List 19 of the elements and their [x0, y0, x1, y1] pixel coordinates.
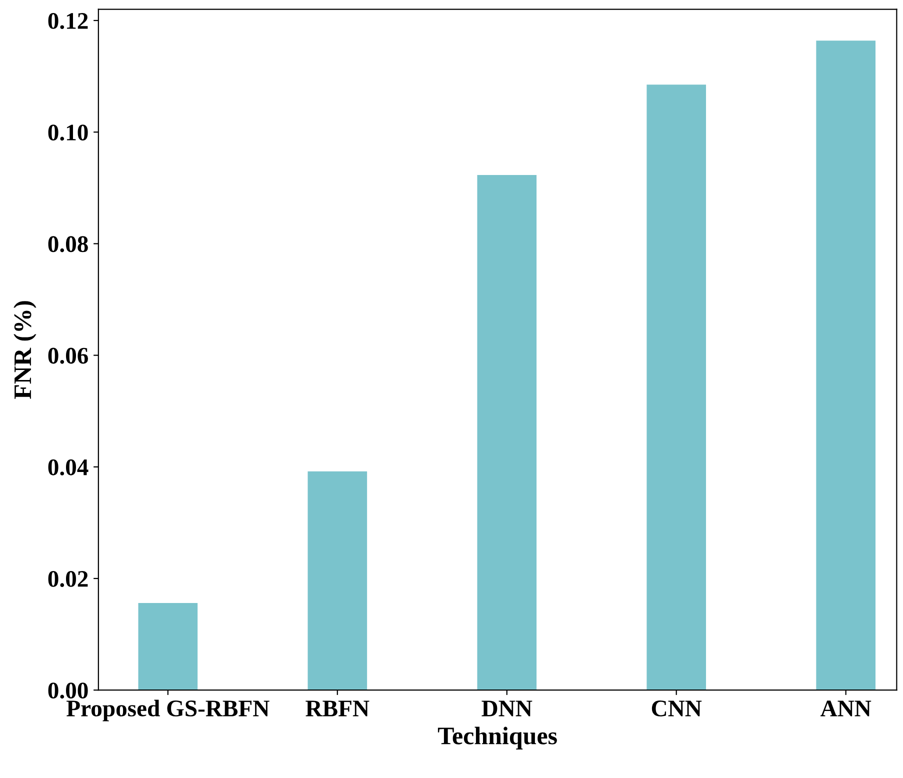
y-tick-label: 0.12 [48, 12, 88, 30]
y-tick-label: 0.08 [48, 236, 88, 252]
y-tick-label: 0.10 [48, 124, 88, 141]
bar [816, 40, 876, 690]
x-tick-label: RBFN [306, 700, 370, 716]
y-axis-title: FNR (%) [14, 301, 36, 399]
bar [477, 175, 537, 690]
x-tick-label: Proposed GS-RBFN [66, 700, 270, 722]
bar [646, 84, 706, 690]
x-tick-label: CNN [652, 700, 702, 716]
y-tick-label: 0.06 [48, 348, 88, 364]
bar [138, 603, 198, 690]
bar [308, 471, 368, 690]
x-tick-label: DNN [482, 700, 532, 716]
x-tick-label: ANN [820, 700, 872, 716]
y-tick-label: 0.04 [48, 459, 88, 476]
y-tick-label: 0.02 [48, 570, 88, 588]
x-axis-title: Techniques [438, 726, 557, 750]
y-tick-label: 0.00 [48, 682, 88, 699]
